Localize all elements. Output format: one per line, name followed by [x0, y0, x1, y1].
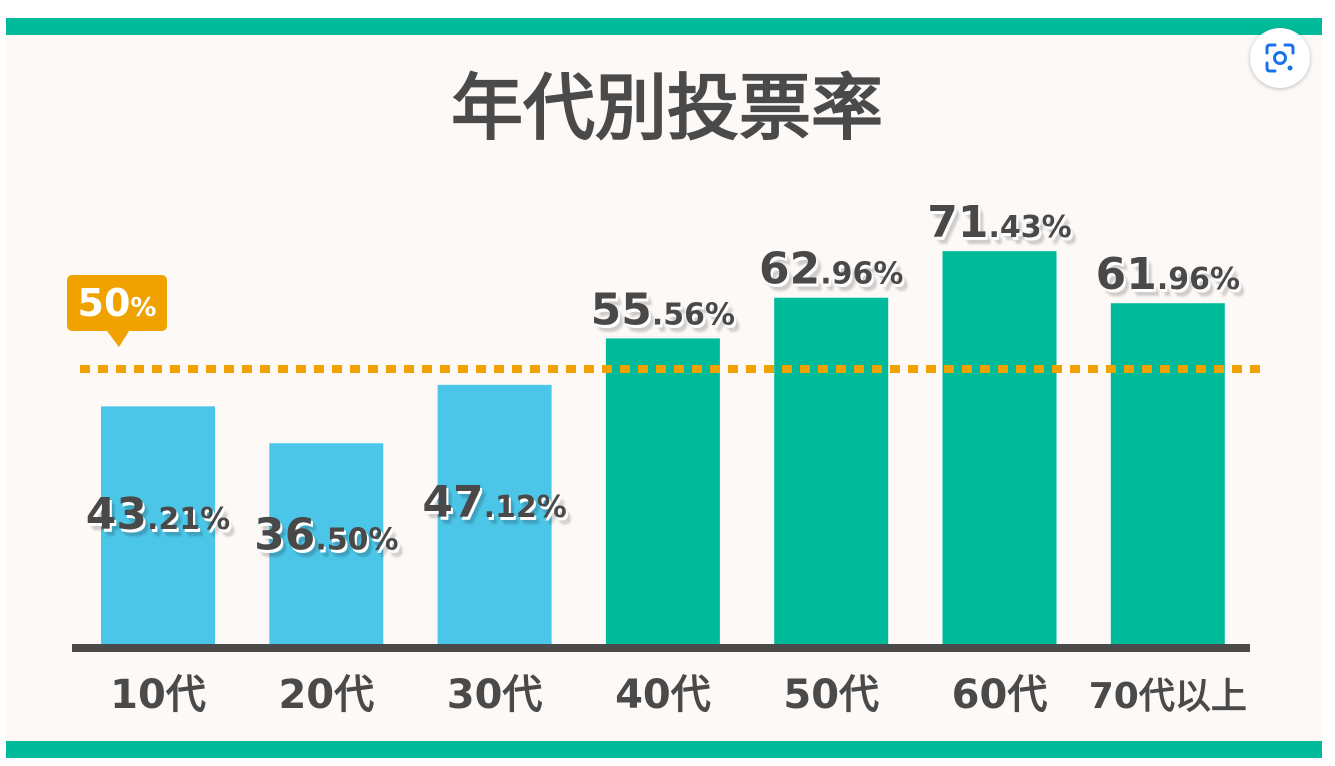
top-accent-band [6, 18, 1322, 35]
value-label-4: 55.56% [591, 284, 735, 335]
category-label-2: 20代 [278, 672, 374, 718]
bar-5 [774, 297, 889, 644]
value-label-6: 71.43% [927, 197, 1071, 248]
bar-1 [101, 406, 215, 644]
value-label-3: 47.12% [422, 477, 566, 528]
google-lens-icon [1265, 43, 1295, 73]
reference-callout-label: 50% [78, 281, 157, 325]
value-label-2: 36.50% [254, 510, 398, 561]
category-label-6: 60代 [952, 672, 1048, 718]
category-label-3: 30代 [447, 672, 543, 718]
chart-title: 年代別投票率 [451, 66, 883, 150]
bar-7 [1110, 303, 1225, 644]
bar-6 [942, 251, 1057, 644]
bar-4 [605, 338, 720, 644]
bar-2 [269, 443, 384, 644]
category-label-5: 50代 [783, 672, 879, 718]
value-label-1: 43.21% [86, 489, 230, 540]
reference-callout-box [67, 275, 167, 331]
category-label-7: 70代以上 [1089, 676, 1247, 717]
bottom-accent-band [6, 741, 1322, 758]
category-label-4: 40代 [615, 672, 711, 718]
value-label-7: 61.96% [1096, 249, 1240, 300]
reference-callout-pointer [107, 331, 129, 347]
value-label-5: 62.96% [759, 244, 903, 295]
category-label-1: 10代 [110, 672, 206, 718]
google-lens-button[interactable] [1250, 28, 1310, 88]
bar-3 [437, 384, 552, 644]
